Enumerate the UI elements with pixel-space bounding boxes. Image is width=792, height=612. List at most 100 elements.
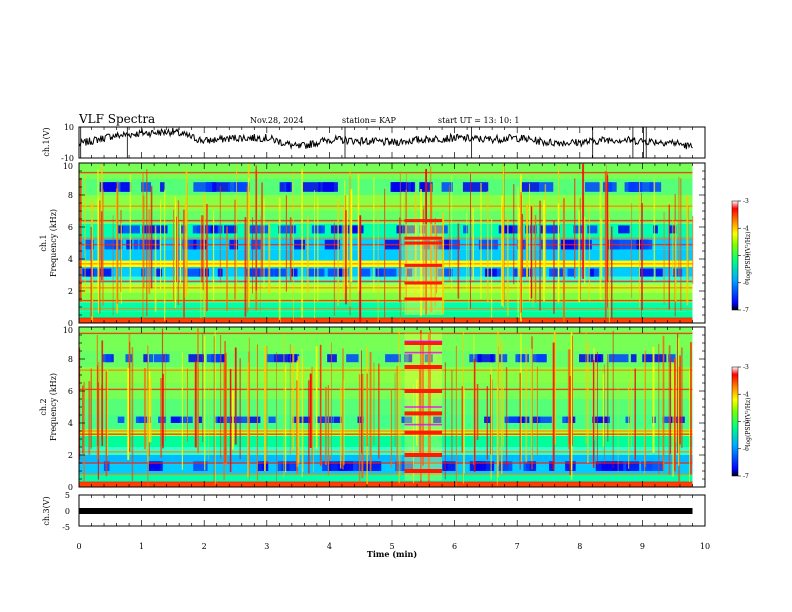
ch1-freq-tick: 2 [68, 287, 73, 296]
spectrogram-impulse [306, 215, 309, 298]
spectrogram-low-psd-patch [275, 268, 279, 277]
time-tick-label: 2 [202, 542, 207, 551]
spectrogram-impulse [521, 213, 524, 278]
spectrogram-impulse [414, 191, 417, 300]
ch2-freq-tick: 4 [68, 419, 73, 428]
spectrogram-impulse [491, 379, 493, 456]
spectrogram-low-psd-patch [404, 354, 413, 363]
spectrogram-band [79, 482, 693, 487]
spectrogram-impulse [678, 176, 680, 277]
spectrogram-impulse [206, 203, 208, 312]
spectrogram-impulse [160, 377, 163, 458]
spectrogram-low-psd-patch [442, 461, 448, 471]
spectrogram-impulse [574, 178, 576, 279]
ch2-colorbar: -3 -4 -5 -6 -7 log(PSD)(V²/Hz) [731, 364, 752, 480]
spectrogram-impulse [501, 340, 503, 474]
spectrogram-impulse [301, 348, 303, 478]
spectrogram-impulse [82, 385, 84, 454]
spectrogram-low-psd-patch [433, 416, 442, 423]
spectrogram-impulse [229, 368, 232, 472]
spectrogram-impulse [263, 198, 265, 288]
spectrogram-impulse [297, 356, 300, 464]
spectrogram-impulse [350, 189, 353, 282]
spectrogram-impulse [203, 192, 206, 319]
spectrogram-impulse [223, 362, 226, 481]
spectrogram-impulse [175, 216, 178, 282]
spectrogram-low-psd-patch [668, 354, 676, 363]
spectrogram-low-psd-patch [306, 268, 325, 277]
time-tick-label: 6 [452, 542, 457, 551]
spectrogram-low-psd-patch [646, 461, 664, 471]
spectrogram-impulse [518, 207, 520, 277]
spectrogram-burst-line [404, 241, 443, 245]
spectrogram-burst-line [404, 453, 443, 457]
spectrogram-low-psd-patch [142, 225, 154, 234]
spectrogram-low-psd-patch [589, 268, 594, 277]
spectrogram-low-psd-patch [653, 225, 658, 234]
ch1-colorbar-scale [731, 200, 739, 311]
spectrogram-low-psd-patch [498, 225, 512, 234]
colorbar-tick-label: -7 [743, 307, 749, 314]
spectrogram-low-psd-patch [653, 354, 667, 363]
spectrogram-impulse [194, 361, 197, 448]
spectrogram-band [79, 163, 693, 179]
spectrogram-impulse [480, 182, 482, 299]
spectrogram-impulse [264, 346, 266, 472]
spectrogram-low-psd-patch [330, 225, 342, 234]
colorbar-tick-label: -5 [743, 419, 749, 426]
spectrogram-impulse [337, 200, 339, 306]
spectrogram-impulse [423, 206, 425, 309]
spectrogram-impulse [252, 217, 253, 294]
time-tick-label: 3 [264, 542, 269, 551]
spectrogram-low-psd-patch [441, 182, 453, 192]
spectrogram-impulse [652, 346, 655, 453]
spectrogram-impulse [105, 371, 108, 477]
spectrogram-impulse [384, 188, 386, 320]
ch3-ticks [78, 495, 706, 526]
spectrogram-low-psd-patch [311, 225, 322, 234]
ch2-freq-tick: 10 [63, 326, 73, 335]
spectrogram-impulse [520, 333, 522, 462]
spectrogram-impulse [461, 386, 463, 453]
spectrogram-impulse [569, 376, 572, 476]
spectrogram-impulse [419, 330, 422, 483]
spectrogram-impulse [83, 381, 85, 483]
spectrogram-low-psd-patch [215, 182, 231, 192]
colorbar-tick-label: -3 [743, 364, 749, 371]
spectrogram-low-psd-patch [395, 461, 415, 471]
spectrogram-low-psd-patch [103, 182, 116, 192]
spectrogram-impulse [579, 197, 581, 300]
spectrogram-impulse [468, 218, 469, 311]
spectrogram-low-psd-patch [284, 182, 288, 192]
time-tick-label: 9 [640, 542, 645, 551]
spectrogram-low-psd-patch [210, 354, 225, 363]
spectrogram-impulse [687, 205, 689, 280]
spectrogram-impulse [146, 169, 148, 317]
spectrogram-line [79, 237, 693, 239]
spectrogram-impulse [472, 208, 474, 281]
spectrogram-impulse [641, 192, 642, 322]
time-axis-label: Time (min) [367, 549, 417, 559]
spectrogram-impulse [246, 186, 249, 313]
spectrogram-impulse [496, 385, 498, 486]
spectrogram-impulse [162, 373, 164, 449]
spectrogram-line [79, 263, 693, 265]
spectrogram-impulse [680, 178, 682, 311]
spectrogram-low-psd-patch [349, 461, 360, 471]
spectrogram-impulse [490, 363, 492, 480]
spectrogram-impulse [319, 344, 322, 467]
spectrogram-impulse [292, 346, 295, 451]
spectrogram-impulse [606, 175, 609, 282]
spectrogram-impulse [528, 183, 531, 301]
spectrogram-low-psd-patch [618, 225, 630, 234]
date-label: Nov.28, 2024 [250, 116, 304, 125]
spectrogram-impulse [344, 195, 346, 301]
spectrogram-impulse [457, 223, 460, 299]
spectrogram-impulse [143, 195, 145, 288]
spectrogram-impulse [247, 178, 250, 308]
ch1-colorbar-ticks: -3 -4 -5 -6 -7 [738, 198, 749, 314]
spectrogram-impulse [84, 175, 86, 296]
spectrogram-impulse [606, 165, 607, 317]
spectrogram-burst-line [404, 281, 443, 285]
ch1-waveform-line [78, 127, 693, 150]
